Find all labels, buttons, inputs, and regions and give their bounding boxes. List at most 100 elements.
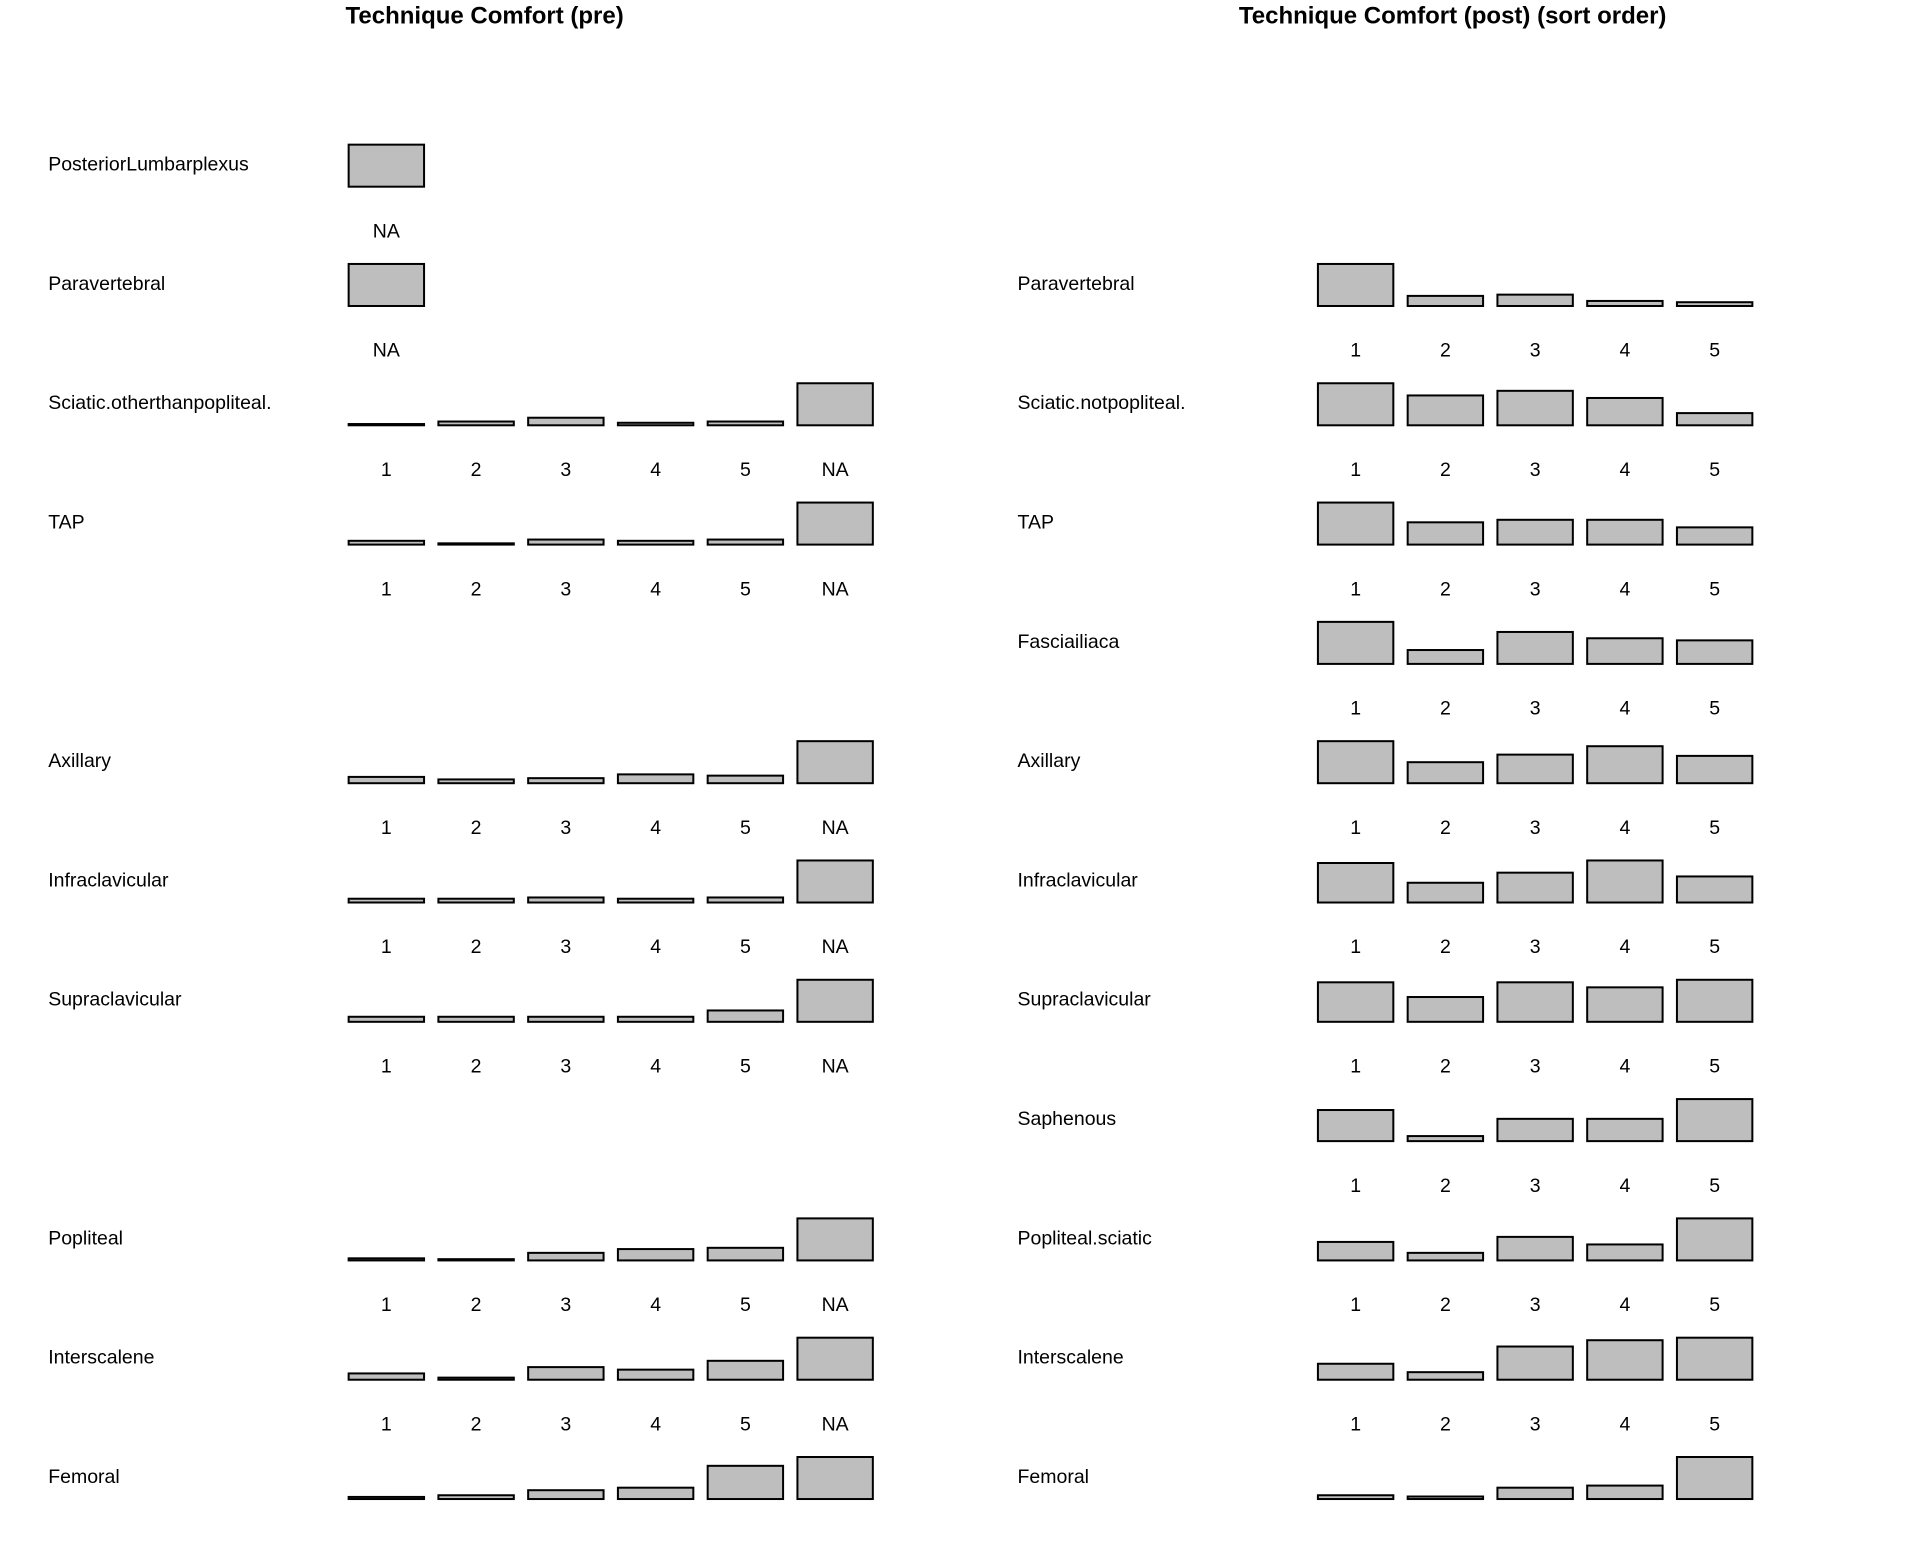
tick-label: 4 — [650, 817, 661, 839]
tick-label: 1 — [1350, 936, 1361, 958]
tick-label: 1 — [381, 1413, 392, 1435]
tick-label: 3 — [560, 817, 571, 839]
bar — [1586, 518, 1664, 546]
row-label: Paravertebral — [48, 273, 165, 295]
row-label: Interscalene — [1017, 1347, 1123, 1369]
bar — [706, 538, 785, 546]
bar — [616, 1248, 695, 1262]
tick-label: 4 — [650, 578, 661, 600]
tick-label: 5 — [1709, 1294, 1720, 1316]
bar — [1406, 394, 1485, 427]
tick-label: 4 — [650, 459, 661, 481]
tick-label: 3 — [1530, 459, 1541, 481]
bar — [706, 1359, 785, 1381]
bar — [1406, 1495, 1485, 1501]
tick-label: 1 — [1350, 1294, 1361, 1316]
tick-label: 3 — [560, 1413, 571, 1435]
bar — [437, 1494, 515, 1501]
tick-label: 2 — [1440, 1413, 1451, 1435]
bar — [1496, 1117, 1574, 1143]
tick-label: 1 — [1350, 817, 1361, 839]
row-label: Femoral — [1017, 1466, 1089, 1488]
row-label: Axillary — [48, 750, 111, 772]
tick-label: 4 — [1619, 1175, 1630, 1197]
tick-label: 1 — [1350, 459, 1361, 481]
bar — [796, 382, 874, 427]
bar — [1316, 1494, 1395, 1501]
bar — [616, 897, 695, 904]
bar — [437, 1258, 515, 1262]
tick-label: NA — [822, 1056, 849, 1078]
tick-label: 1 — [381, 459, 392, 481]
tick-label: 5 — [740, 936, 751, 958]
row-label: Interscalene — [48, 1347, 154, 1369]
tick-label: 3 — [1530, 698, 1541, 720]
bar — [796, 978, 874, 1023]
tick-label: NA — [822, 1413, 849, 1435]
tick-label: 5 — [1709, 698, 1720, 720]
bar — [1316, 1362, 1395, 1381]
bar — [706, 774, 785, 785]
bar — [1496, 981, 1574, 1023]
tick-label: 3 — [1530, 1413, 1541, 1435]
tick-label: 1 — [1350, 698, 1361, 720]
row-label: Fasciailiaca — [1017, 631, 1119, 653]
tick-label: 3 — [560, 459, 571, 481]
bar — [796, 740, 874, 785]
tick-label: 2 — [1440, 817, 1451, 839]
bar — [527, 1251, 605, 1262]
bar — [706, 420, 785, 427]
bar — [347, 1257, 426, 1262]
tick-label: 2 — [1440, 1175, 1451, 1197]
tick-label: 4 — [1619, 459, 1630, 481]
tick-label: 2 — [1440, 936, 1451, 958]
tick-label: 3 — [1530, 936, 1541, 958]
tick-label: 5 — [1709, 1175, 1720, 1197]
chart-title: Technique Comfort (pre) — [346, 2, 624, 29]
row-label: Sciatic.otherthanpopliteal. — [48, 392, 271, 414]
tick-label: 2 — [1440, 1056, 1451, 1078]
tick-label: 4 — [650, 1056, 661, 1078]
bar — [616, 539, 695, 546]
bar — [706, 896, 785, 904]
bar — [1316, 501, 1395, 546]
tick-label: 3 — [1530, 578, 1541, 600]
bar — [1675, 1336, 1754, 1381]
bar — [1675, 754, 1754, 785]
bar — [1675, 1455, 1754, 1501]
bar — [347, 423, 426, 427]
bar — [1675, 1098, 1754, 1143]
row-label: Supraclavicular — [48, 989, 182, 1011]
bar — [1586, 1484, 1664, 1501]
tick-label: 2 — [471, 817, 482, 839]
bar — [527, 1489, 605, 1501]
bar — [1586, 1339, 1664, 1381]
bar — [1496, 1345, 1574, 1381]
bar — [347, 143, 426, 188]
bar — [1496, 518, 1574, 546]
bar — [1586, 986, 1664, 1023]
tick-label: 5 — [740, 1294, 751, 1316]
bar — [1675, 301, 1754, 307]
tick-label: 5 — [1709, 459, 1720, 481]
bar — [796, 1336, 874, 1381]
bar — [1586, 637, 1664, 665]
tick-label: 4 — [1619, 340, 1630, 362]
row-label: Femoral — [48, 1466, 120, 1488]
bar — [437, 420, 515, 427]
bar — [1586, 396, 1664, 427]
bar — [1316, 1240, 1395, 1262]
row-label: Popliteal — [48, 1227, 123, 1249]
row-label: TAP — [48, 512, 84, 534]
tick-label: 1 — [1350, 578, 1361, 600]
tick-label: 3 — [1530, 340, 1541, 362]
tick-label: 5 — [740, 1413, 751, 1435]
tick-label: 2 — [471, 1294, 482, 1316]
bar — [437, 778, 515, 785]
tick-label: 2 — [1440, 340, 1451, 362]
tick-label: 5 — [740, 459, 751, 481]
bar — [1586, 745, 1664, 785]
tick-label: 4 — [650, 1413, 661, 1435]
bar — [1586, 299, 1664, 307]
tick-label: NA — [822, 578, 849, 600]
